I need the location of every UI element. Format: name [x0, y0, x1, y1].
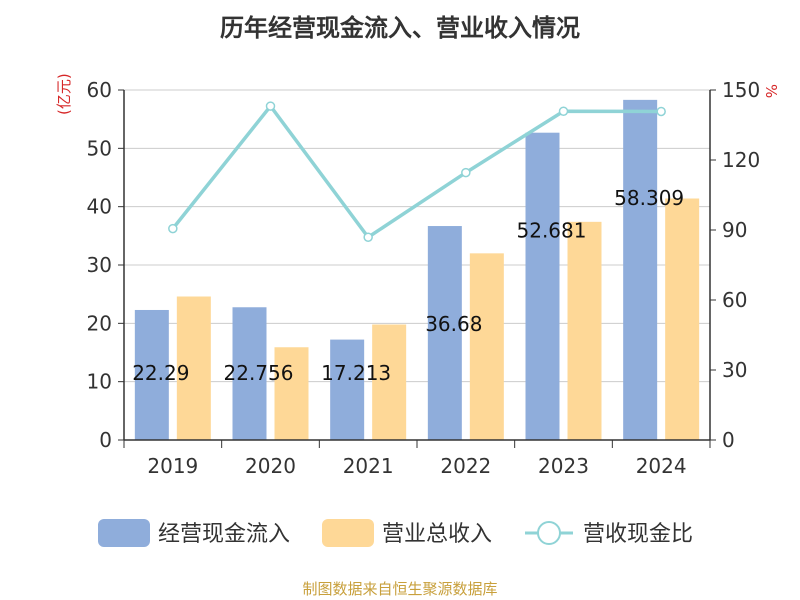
right-tick-label: 90: [722, 218, 747, 242]
left-tick-label: 20: [87, 311, 112, 335]
ratio-line-path: [171, 103, 662, 240]
left-tick-label: 30: [87, 253, 112, 277]
legend-swatch: [98, 519, 150, 547]
right-tick-label: 0: [722, 428, 735, 452]
bar-revenue: [665, 198, 700, 440]
bar-revenue: [567, 221, 602, 440]
combo-chart: 0 10 20 30 40 50 60 0 30 60 90 120 150 2019 2020 2021 20…: [87, 78, 761, 547]
bars: [134, 99, 700, 441]
x-tick-label: 2019: [147, 454, 198, 478]
left-tick-label: 40: [87, 195, 112, 219]
bar-revenue: [176, 296, 211, 440]
data-label-cash-inflow: 22.756: [224, 361, 294, 385]
legend-label: 营业总收入: [382, 522, 492, 547]
bar-revenue: [274, 347, 309, 440]
data-labels: 22.29 22.756 17.213 36.68 52.681 58.309: [132, 186, 684, 385]
data-label-cash-inflow: 58.309: [614, 186, 684, 210]
ratio-point: [461, 167, 471, 178]
ratio-point: [656, 106, 666, 117]
bar-cash-inflow: [427, 226, 462, 440]
source-note: 制图数据来自恒生聚源数据库: [302, 580, 498, 598]
legend: 经营现金流入 营业总收入 营收现金比: [98, 519, 693, 547]
left-tick-label: 10: [87, 370, 112, 394]
bar-revenue: [469, 253, 504, 440]
ratio-point: [168, 223, 178, 234]
bar-cash-inflow: [623, 99, 658, 440]
ratio-point: [558, 106, 569, 116]
left-tick-label: 50: [87, 136, 112, 160]
right-tick-label: 30: [722, 358, 747, 382]
chart-title: 历年经营现金流入、营业收入情况: [220, 14, 580, 42]
legend-label: 经营现金流入: [158, 522, 290, 547]
left-tick-label: 60: [87, 78, 112, 102]
axes: 0 10 20 30 40 50 60 0 30 60 90 120 150 2019 2020 2021 20…: [87, 78, 761, 478]
x-tick-label: 2022: [440, 454, 491, 478]
bar-cash-inflow: [232, 307, 267, 440]
bar-cash-inflow: [330, 339, 365, 440]
legend-swatch: [322, 519, 374, 547]
gridlines: [124, 89, 710, 383]
legend-item-revenue: 营业总收入: [322, 519, 492, 547]
right-tick-label: 60: [722, 288, 747, 312]
data-label-cash-inflow: 36.68: [425, 312, 482, 336]
legend-item-cash-inflow: 经营现金流入: [98, 519, 290, 547]
data-label-cash-inflow: 22.29: [132, 361, 189, 385]
ratio-line: [168, 101, 666, 242]
x-tick-label: 2023: [538, 454, 589, 478]
bar-cash-inflow: [134, 309, 169, 440]
legend-marker: [537, 521, 561, 545]
bar-cash-inflow: [525, 132, 560, 441]
bar-revenue: [372, 324, 407, 440]
ratio-point: [265, 101, 276, 111]
right-tick-label: 150: [722, 78, 760, 102]
x-tick-label: 2021: [343, 454, 394, 478]
x-tick-label: 2024: [636, 454, 687, 478]
left-tick-label: 0: [99, 428, 112, 452]
data-label-cash-inflow: 17.213: [321, 361, 391, 385]
right-tick-label: 120: [722, 148, 760, 172]
x-tick-label: 2020: [245, 454, 296, 478]
ratio-point: [363, 232, 373, 242]
legend-label: 营收现金比: [583, 522, 693, 547]
legend-item-ratio: 营收现金比: [525, 521, 693, 547]
data-label-cash-inflow: 52.681: [517, 219, 587, 243]
